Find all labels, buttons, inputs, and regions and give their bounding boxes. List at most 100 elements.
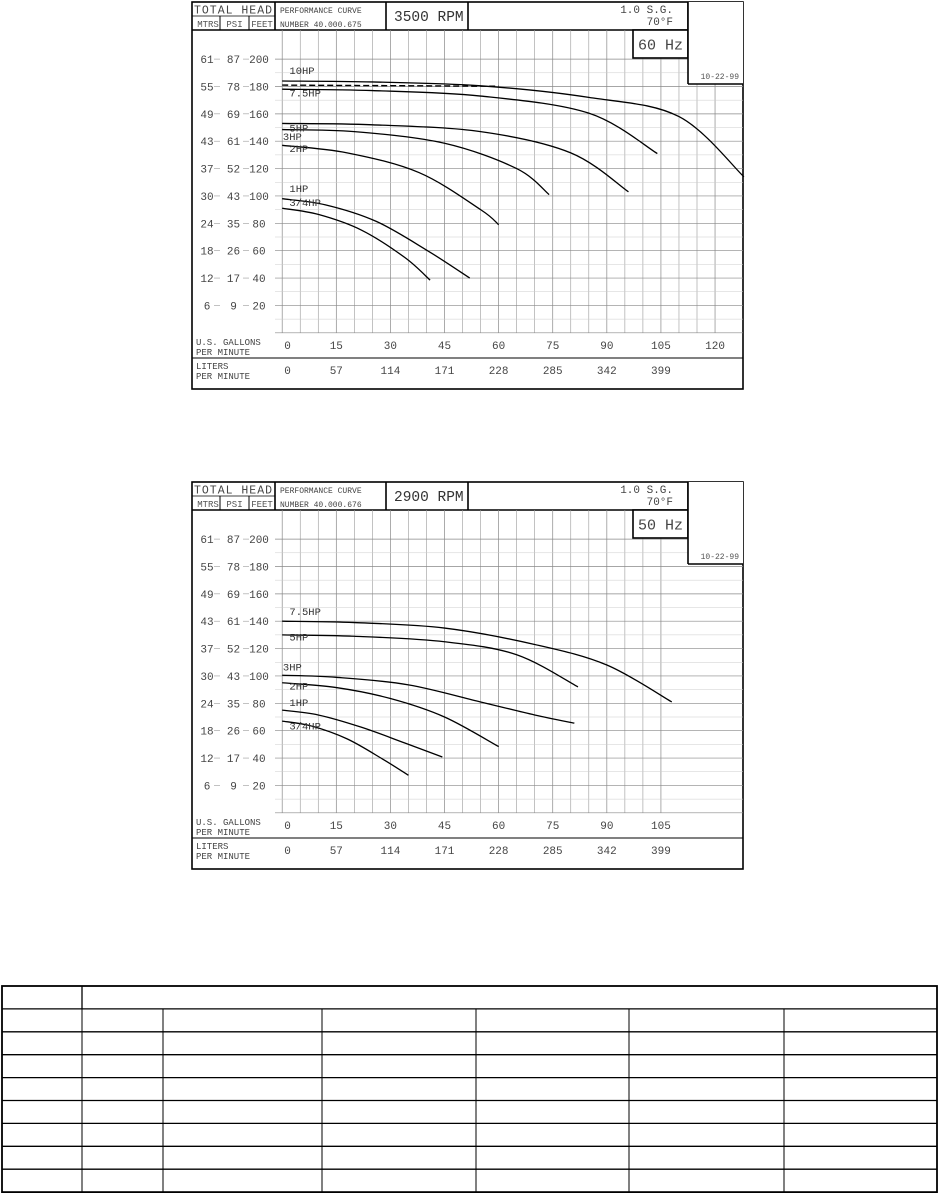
svg-text:3/4HP: 3/4HP bbox=[289, 198, 321, 210]
svg-text:2HP: 2HP bbox=[289, 682, 308, 694]
svg-text:399: 399 bbox=[651, 366, 671, 378]
svg-text:20: 20 bbox=[252, 301, 265, 313]
svg-text:10HP: 10HP bbox=[289, 66, 314, 78]
svg-text:140: 140 bbox=[249, 617, 269, 629]
svg-text:180: 180 bbox=[249, 82, 269, 94]
svg-text:60: 60 bbox=[252, 727, 265, 739]
svg-text:9: 9 bbox=[230, 301, 237, 313]
svg-text:TOTAL HEAD: TOTAL HEAD bbox=[194, 485, 273, 498]
svg-text:43: 43 bbox=[200, 137, 213, 149]
svg-text:0: 0 bbox=[284, 366, 291, 378]
svg-text:69: 69 bbox=[227, 590, 240, 602]
svg-text:160: 160 bbox=[249, 110, 269, 122]
svg-text:3500 RPM: 3500 RPM bbox=[394, 10, 464, 26]
svg-text:40: 40 bbox=[252, 274, 265, 286]
svg-text:3HP: 3HP bbox=[283, 132, 302, 144]
svg-text:49: 49 bbox=[200, 590, 213, 602]
svg-text:61: 61 bbox=[227, 617, 241, 629]
svg-text:105: 105 bbox=[651, 341, 671, 353]
svg-text:160: 160 bbox=[249, 590, 269, 602]
svg-text:26: 26 bbox=[227, 247, 240, 259]
svg-text:70°F: 70°F bbox=[647, 497, 673, 509]
svg-text:57: 57 bbox=[330, 846, 343, 858]
svg-text:61: 61 bbox=[200, 535, 214, 547]
svg-text:342: 342 bbox=[597, 366, 617, 378]
svg-text:285: 285 bbox=[543, 366, 563, 378]
svg-text:171: 171 bbox=[435, 366, 455, 378]
svg-text:15: 15 bbox=[330, 341, 343, 353]
svg-text:200: 200 bbox=[249, 535, 269, 547]
svg-text:90: 90 bbox=[600, 821, 613, 833]
svg-text:43: 43 bbox=[227, 672, 240, 684]
svg-text:43: 43 bbox=[227, 192, 240, 204]
svg-text:120: 120 bbox=[249, 645, 269, 657]
svg-text:60: 60 bbox=[252, 247, 265, 259]
svg-text:80: 80 bbox=[252, 219, 265, 231]
svg-text:MTRS: MTRS bbox=[197, 20, 219, 30]
svg-text:PERFORMANCE CURVE: PERFORMANCE CURVE bbox=[280, 487, 362, 496]
svg-text:9: 9 bbox=[230, 781, 237, 793]
svg-text:90: 90 bbox=[600, 341, 613, 353]
svg-text:342: 342 bbox=[597, 846, 617, 858]
svg-text:200: 200 bbox=[249, 55, 269, 67]
svg-text:30: 30 bbox=[200, 192, 213, 204]
svg-text:NUMBER 40.000.675: NUMBER 40.000.675 bbox=[280, 21, 362, 30]
svg-text:LITERS: LITERS bbox=[196, 842, 228, 852]
svg-text:3HP: 3HP bbox=[283, 662, 302, 674]
svg-text:78: 78 bbox=[227, 82, 240, 94]
svg-text:PSI: PSI bbox=[226, 20, 242, 30]
svg-text:MTRS: MTRS bbox=[197, 500, 219, 510]
svg-text:37: 37 bbox=[200, 165, 213, 177]
svg-text:17: 17 bbox=[227, 274, 240, 286]
svg-text:120: 120 bbox=[705, 341, 725, 353]
svg-text:10-22-99: 10-22-99 bbox=[701, 553, 740, 562]
svg-text:15: 15 bbox=[330, 821, 343, 833]
svg-text:52: 52 bbox=[227, 165, 240, 177]
svg-text:20: 20 bbox=[252, 781, 265, 793]
svg-text:5HP: 5HP bbox=[289, 632, 308, 644]
svg-text:U.S. GALLONS: U.S. GALLONS bbox=[196, 818, 261, 828]
svg-text:114: 114 bbox=[381, 366, 401, 378]
svg-text:2900 RPM: 2900 RPM bbox=[394, 490, 464, 506]
svg-text:26: 26 bbox=[227, 727, 240, 739]
svg-text:69: 69 bbox=[227, 110, 240, 122]
svg-text:PER MINUTE: PER MINUTE bbox=[196, 348, 250, 358]
svg-text:55: 55 bbox=[200, 82, 213, 94]
svg-text:120: 120 bbox=[249, 165, 269, 177]
svg-text:114: 114 bbox=[381, 846, 401, 858]
svg-text:1HP: 1HP bbox=[289, 184, 308, 196]
svg-text:0: 0 bbox=[284, 846, 291, 858]
svg-text:24: 24 bbox=[200, 699, 214, 711]
svg-text:6: 6 bbox=[204, 301, 211, 313]
svg-text:18: 18 bbox=[200, 247, 213, 259]
svg-text:87: 87 bbox=[227, 535, 240, 547]
svg-text:285: 285 bbox=[543, 846, 563, 858]
svg-text:FEET: FEET bbox=[251, 500, 273, 510]
svg-text:PSI: PSI bbox=[226, 500, 242, 510]
svg-text:399: 399 bbox=[651, 846, 671, 858]
svg-text:45: 45 bbox=[438, 821, 451, 833]
svg-text:U.S. GALLONS: U.S. GALLONS bbox=[196, 338, 261, 348]
svg-text:LITERS: LITERS bbox=[196, 362, 228, 372]
svg-text:60: 60 bbox=[492, 821, 505, 833]
svg-text:61: 61 bbox=[227, 137, 241, 149]
svg-text:10-22-99: 10-22-99 bbox=[701, 73, 740, 82]
svg-text:35: 35 bbox=[227, 219, 240, 231]
svg-text:18: 18 bbox=[200, 727, 213, 739]
svg-text:PERFORMANCE CURVE: PERFORMANCE CURVE bbox=[280, 7, 362, 16]
svg-text:49: 49 bbox=[200, 110, 213, 122]
svg-text:12: 12 bbox=[200, 274, 213, 286]
svg-text:171: 171 bbox=[435, 846, 455, 858]
svg-text:30: 30 bbox=[384, 341, 397, 353]
svg-text:1.0 S.G.: 1.0 S.G. bbox=[620, 5, 673, 17]
svg-text:PER MINUTE: PER MINUTE bbox=[196, 828, 250, 838]
svg-text:43: 43 bbox=[200, 617, 213, 629]
svg-text:6: 6 bbox=[204, 781, 211, 793]
svg-text:NUMBER 40.000.676: NUMBER 40.000.676 bbox=[280, 501, 362, 510]
svg-text:17: 17 bbox=[227, 754, 240, 766]
svg-text:12: 12 bbox=[200, 754, 213, 766]
svg-text:1HP: 1HP bbox=[289, 698, 308, 710]
svg-text:FEET: FEET bbox=[251, 20, 273, 30]
svg-text:2HP: 2HP bbox=[289, 144, 308, 156]
svg-text:78: 78 bbox=[227, 562, 240, 574]
